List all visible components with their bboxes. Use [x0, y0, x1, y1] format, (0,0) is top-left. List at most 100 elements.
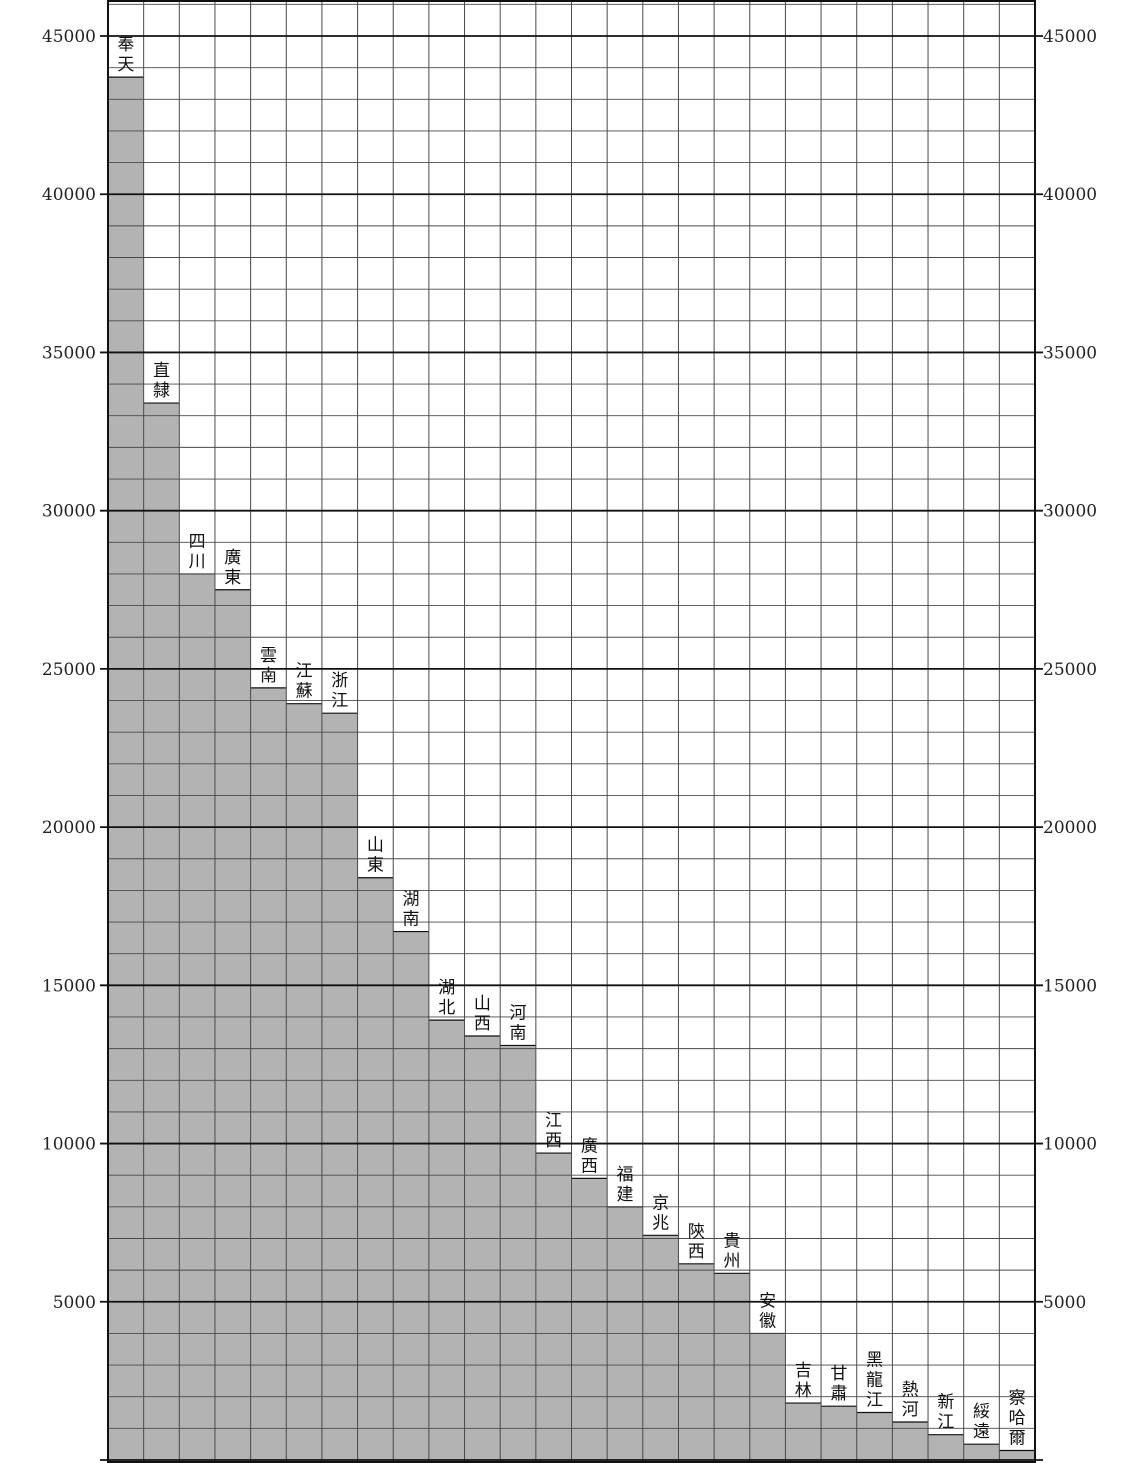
grid — [100, 0, 1043, 1463]
left-tick-label: 35000 — [42, 343, 96, 363]
category-label-char: 哈 — [1009, 1409, 1026, 1429]
category-label-char: 西 — [545, 1131, 562, 1151]
category-label-char: 浙 — [331, 671, 348, 691]
category-label-char: 甘 — [830, 1364, 847, 1384]
category-label-char: 林 — [795, 1381, 812, 1401]
category-label-char: 廣 — [224, 548, 241, 568]
right-tick-label: 10000 — [1043, 1135, 1097, 1155]
category-label-char: 江 — [545, 1111, 562, 1131]
category-label-char: 南 — [403, 910, 420, 930]
category-label-char: 新 — [937, 1393, 954, 1413]
category-label-char: 四 — [189, 532, 206, 552]
bar-6 — [286, 703, 322, 1463]
left-tick-label: 5000 — [53, 1293, 96, 1313]
plot-frame — [107, 0, 1036, 1463]
category-label-char: 察 — [1009, 1389, 1026, 1409]
category-label-char: 東 — [224, 568, 241, 588]
right-tick-label: 15000 — [1043, 976, 1097, 996]
bar-10 — [428, 1020, 465, 1463]
right-tick-label: 45000 — [1043, 27, 1097, 47]
category-label-char: 山 — [367, 836, 384, 856]
category-label-char: 西 — [688, 1242, 705, 1262]
category-label-char: 西 — [474, 1014, 491, 1034]
category-label-char: 州 — [723, 1251, 740, 1271]
left-tick-labels: 45000 40000 35000 30000 25000 20000 15000 10000… — [42, 27, 96, 1313]
left-tick-label: 10000 — [42, 1135, 96, 1155]
category-label-char: 綏 — [973, 1402, 990, 1422]
category-label-char: 福 — [616, 1165, 633, 1185]
category-label-char: 吉 — [795, 1361, 812, 1381]
category-label-char: 兆 — [652, 1213, 669, 1233]
category-label-char: 東 — [367, 856, 384, 876]
right-tick-label: 20000 — [1043, 818, 1097, 838]
category-label-char: 龍 — [866, 1371, 883, 1391]
bar-14 — [571, 1178, 608, 1463]
bar-3 — [179, 573, 215, 1463]
bar-8 — [357, 877, 394, 1463]
bar-23 — [892, 1422, 929, 1463]
category-label-char: 黑 — [866, 1351, 883, 1371]
category-label-char: 京 — [652, 1193, 669, 1213]
category-label-char: 山 — [474, 994, 491, 1014]
bar-19 — [749, 1333, 786, 1463]
bar-21 — [821, 1406, 857, 1463]
bars — [108, 76, 1035, 1463]
bar-17 — [678, 1263, 715, 1463]
bar-11 — [464, 1035, 501, 1463]
right-tick-label: 5000 — [1043, 1293, 1086, 1313]
category-label-char: 南 — [260, 666, 277, 686]
bar-15 — [607, 1206, 643, 1463]
left-tick-label: 40000 — [42, 185, 96, 205]
bar-5 — [250, 687, 287, 1463]
category-label-char: 南 — [510, 1023, 527, 1043]
right-tick-label: 35000 — [1043, 343, 1097, 363]
category-label-char: 貴 — [723, 1231, 740, 1251]
category-label-char: 陝 — [688, 1222, 705, 1242]
bar-2 — [143, 403, 180, 1463]
bar-1 — [108, 77, 144, 1463]
category-label-char: 江 — [866, 1391, 883, 1411]
category-label-char: 建 — [616, 1185, 633, 1205]
category-label-char: 安 — [759, 1291, 776, 1311]
category-label-char: 湖 — [438, 978, 455, 998]
category-label-char: 江 — [331, 691, 348, 711]
right-tick-labels: 45000 40000 35000 30000 25000 20000 15000 10000… — [1043, 27, 1097, 1313]
category-label-char: 肅 — [830, 1384, 847, 1404]
bar-22 — [856, 1412, 893, 1463]
category-label-char: 廣 — [581, 1136, 598, 1156]
category-label-char: 川 — [189, 552, 206, 572]
left-tick-label: 45000 — [42, 27, 96, 47]
bar-20 — [785, 1403, 822, 1463]
bar-25 — [963, 1444, 1000, 1463]
left-tick-label: 20000 — [42, 818, 96, 838]
category-label-char: 河 — [902, 1400, 919, 1420]
bar-24 — [928, 1434, 964, 1463]
category-label-char: 徽 — [759, 1311, 776, 1331]
left-tick-label: 15000 — [42, 976, 96, 996]
category-label-char: 江 — [296, 662, 313, 682]
category-label-char: 雲 — [260, 646, 277, 666]
category-label-char: 蘇 — [296, 682, 313, 702]
category-label-char: 江 — [937, 1413, 954, 1433]
category-label-char: 遠 — [973, 1422, 990, 1442]
bar-12 — [500, 1045, 536, 1463]
category-label-char: 北 — [438, 998, 455, 1018]
left-tick-label: 25000 — [42, 660, 96, 680]
category-label-char: 河 — [510, 1003, 527, 1023]
category-label-char: 奉 — [117, 35, 134, 55]
left-tick-label: 30000 — [42, 502, 96, 522]
category-label-char: 隸 — [153, 381, 170, 401]
bar-7 — [321, 713, 358, 1463]
right-tick-label: 30000 — [1043, 502, 1097, 522]
category-label-char: 熱 — [902, 1380, 919, 1400]
bar-16 — [642, 1235, 679, 1463]
bar-9 — [393, 931, 429, 1463]
category-label-char: 西 — [581, 1156, 598, 1176]
category-label-char: 直 — [153, 361, 170, 381]
right-tick-label: 40000 — [1043, 185, 1097, 205]
bar-4 — [214, 589, 251, 1463]
category-label-char: 天 — [117, 55, 134, 75]
bar-18 — [714, 1273, 750, 1463]
